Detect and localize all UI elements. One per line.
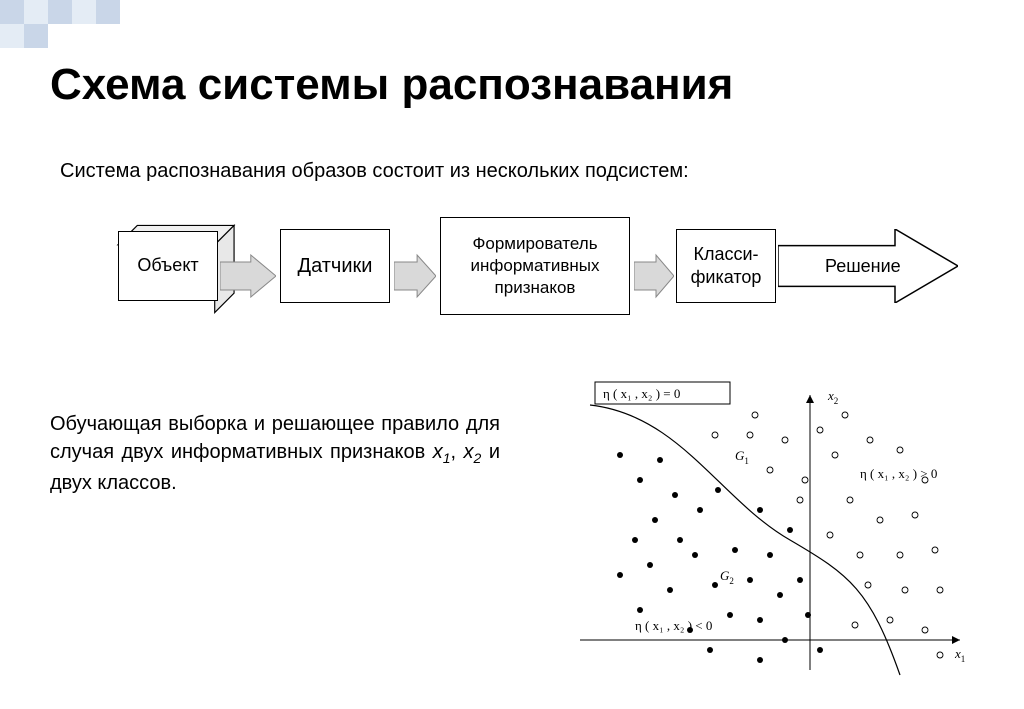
corner-decoration xyxy=(0,0,140,50)
arrow-2 xyxy=(394,252,436,300)
svg-text:x1: x1 xyxy=(954,646,965,664)
svg-text:G1: G1 xyxy=(735,448,749,466)
svg-text:η ( x₁ , x₂ ) > 0: η ( x₁ , x₂ ) > 0 xyxy=(860,466,937,481)
description-text: Обучающая выборка и решающее правило для… xyxy=(50,410,500,497)
page-title: Схема системы распознавания xyxy=(50,60,733,110)
arrow-1 xyxy=(220,252,276,300)
block-object: Объект xyxy=(118,231,218,301)
block-features: Формирователь информативных признаков xyxy=(440,217,630,315)
svg-text:Решение: Решение xyxy=(825,256,901,276)
svg-text:η ( x₁ , x₂ ) < 0: η ( x₁ , x₂ ) < 0 xyxy=(635,618,712,633)
arrow-3 xyxy=(634,252,674,300)
svg-text:G2: G2 xyxy=(720,568,734,586)
intro-text: Система распознавания образов состоит из… xyxy=(60,160,689,183)
flow-diagram: Объект Датчики Формирователь информативн… xyxy=(80,205,960,335)
svg-text:x2: x2 xyxy=(827,388,838,406)
block-classifier: Класси-фикатор xyxy=(676,229,776,303)
svg-text:η ( x₁ , x₂ ) = 0: η ( x₁ , x₂ ) = 0 xyxy=(603,386,680,401)
scatter-plot: η ( x₁ , x₂ ) = 0 x2 x1 G1 G2 η ( x₁ , x₂ ) >… xyxy=(560,380,980,690)
decision-arrow: Решение xyxy=(778,229,958,303)
block-sensors: Датчики xyxy=(280,229,390,303)
